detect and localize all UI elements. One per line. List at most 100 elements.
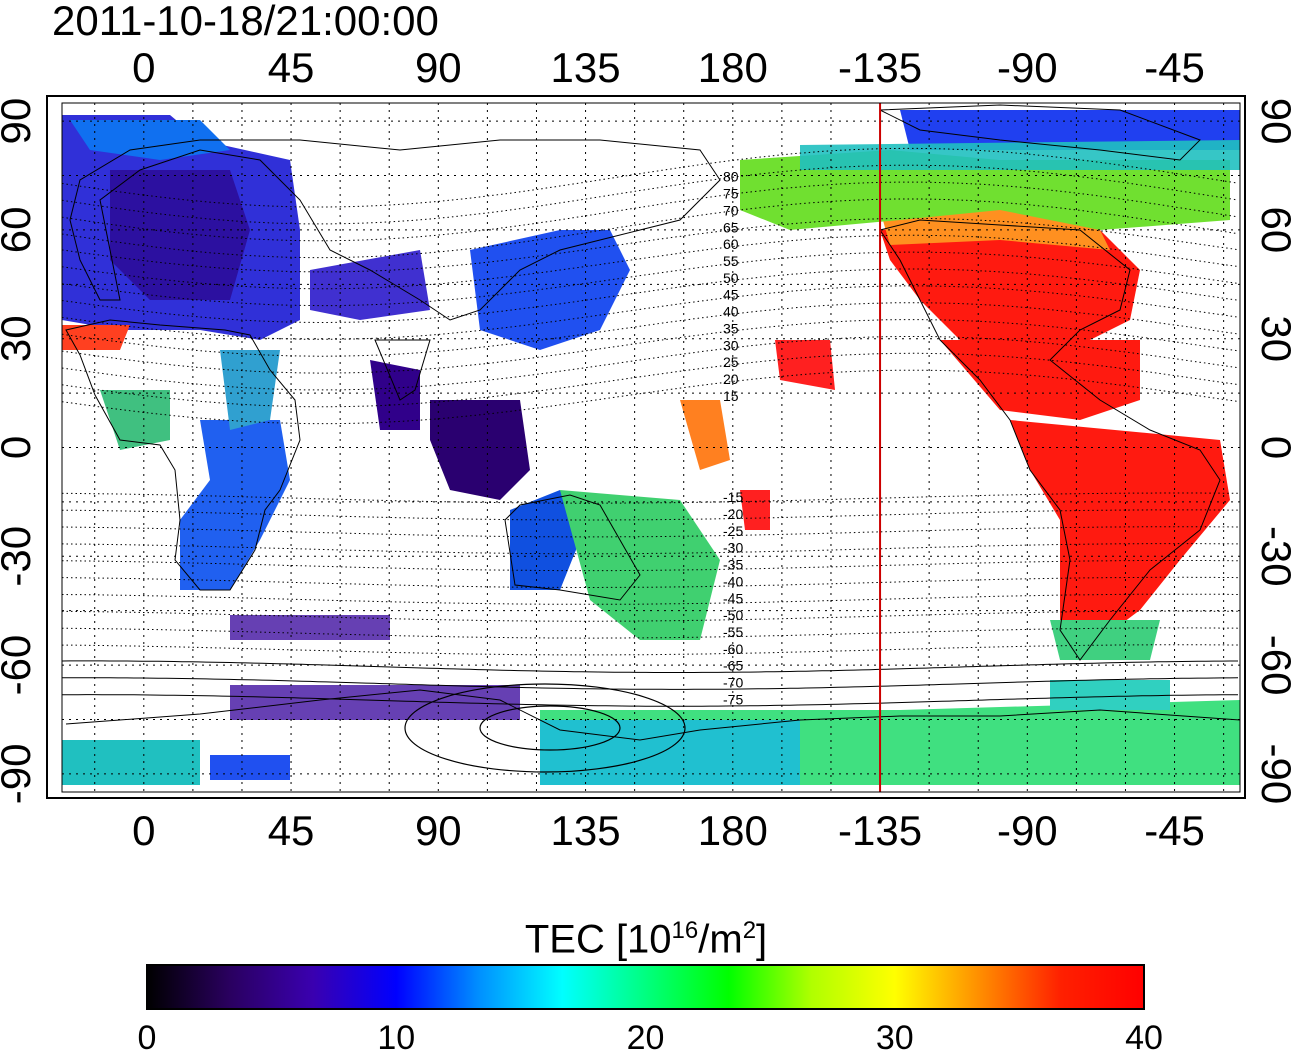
contour-label: 75 <box>723 186 739 202</box>
africa-teal-region <box>220 350 280 430</box>
contour-line <box>62 352 1239 408</box>
antarctica-blue-strip <box>210 755 290 780</box>
y-tick-label-left: 90 <box>0 98 39 145</box>
colorbar-tick-label: 0 <box>138 1019 157 1057</box>
colorbar-tick-labels: 0 10 20 30 40 <box>138 1019 1163 1057</box>
contour-line <box>62 319 1239 374</box>
contour-line <box>62 302 1239 357</box>
contour-line <box>62 694 1238 707</box>
x-tick-label-top: 135 <box>551 44 621 91</box>
contour-label: 65 <box>723 219 739 235</box>
contour-line <box>62 217 1239 273</box>
contour-label: 45 <box>723 287 739 303</box>
y-tick-label-right: -30 <box>1253 526 1292 587</box>
contour-label: 80 <box>723 169 739 185</box>
y-axis-right-labels: 90 60 30 0 -30 -60 -90 <box>1253 98 1292 804</box>
africa-blue-region <box>180 420 290 590</box>
contour-label: 35 <box>723 320 739 336</box>
contour-line <box>62 285 1239 340</box>
pacific-red-patch <box>740 490 770 530</box>
colorbar-tick-label: 30 <box>876 1019 914 1057</box>
x-tick-label-bottom: 45 <box>268 807 315 854</box>
australia-green-region <box>560 490 720 640</box>
contour-label: 30 <box>723 337 739 353</box>
east-asia-blue-region <box>470 230 630 350</box>
arctic-teal-band <box>800 140 1240 170</box>
x-tick-label-top: -45 <box>1144 44 1205 91</box>
contour-line <box>62 369 1239 425</box>
y-tick-label-right: -90 <box>1253 744 1292 805</box>
x-tick-label-bottom: 90 <box>415 807 462 854</box>
contour-line <box>62 251 1239 307</box>
antarctica-teal-band <box>540 720 800 785</box>
y-tick-label-right: -60 <box>1253 635 1292 696</box>
x-tick-label-top: -135 <box>838 44 922 91</box>
arctic-blue-band <box>900 110 1240 150</box>
indonesia-dark-region <box>430 400 530 500</box>
hawaii-red-patch <box>775 340 835 390</box>
contour-label: -60 <box>723 641 743 657</box>
x-axis-top-labels: 0 45 90 135 180 -135 -90 -45 <box>132 44 1205 91</box>
contour-label: -75 <box>723 691 743 707</box>
x-tick-label-bottom: 180 <box>698 807 768 854</box>
contour-label: -15 <box>723 489 743 505</box>
x-axis-bottom-labels: 0 45 90 135 180 -135 -90 -45 <box>132 807 1205 854</box>
contour-label: 50 <box>723 270 739 286</box>
map-frame <box>46 95 1246 799</box>
y-tick-label-left: 0 <box>0 436 39 459</box>
contour-label: -65 <box>723 658 743 674</box>
colorbar-gradient <box>146 964 1145 1010</box>
southern-purple-band <box>230 615 390 640</box>
y-tick-label-left: 30 <box>0 315 39 362</box>
pacific-warm-patch <box>680 400 730 470</box>
central-america-red-region <box>940 340 1140 420</box>
y-tick-label-right: 60 <box>1253 207 1292 254</box>
colorbar-tick-label: 20 <box>627 1019 665 1057</box>
contour-label: 55 <box>723 253 739 269</box>
x-tick-label-top: 0 <box>132 44 155 91</box>
west-africa-green-region <box>100 390 170 450</box>
contour-label: -70 <box>723 675 743 691</box>
x-tick-label-bottom: 135 <box>551 807 621 854</box>
contour-label: -35 <box>723 557 743 573</box>
y-tick-label-right: 90 <box>1253 98 1292 145</box>
x-tick-label-bottom: -45 <box>1144 807 1205 854</box>
polar-contour-ring <box>479 705 621 751</box>
contour-line <box>62 268 1239 323</box>
tec-world-map: 8075706560555045403530252015-15-20-25-30… <box>0 44 1292 854</box>
y-tick-label-left: -60 <box>0 635 39 696</box>
contour-label: -25 <box>723 523 743 539</box>
australia-blue-region <box>510 490 580 590</box>
contour-line <box>62 677 1239 690</box>
asia-blue-region <box>310 250 430 320</box>
antarctica-west-teal-band <box>62 740 200 785</box>
x-tick-label-top: -90 <box>997 44 1058 91</box>
x-tick-label-bottom: -135 <box>838 807 922 854</box>
south-atlantic-teal-band <box>1050 680 1170 710</box>
contour-label: -45 <box>723 590 743 606</box>
contour-line <box>62 660 1238 673</box>
tec-coverage-layer <box>62 110 1240 785</box>
y-tick-label-right: 30 <box>1253 315 1292 362</box>
contour-label: 70 <box>723 202 739 218</box>
y-tick-label-left: -30 <box>0 526 39 587</box>
y-tick-label-right: 0 <box>1253 436 1292 459</box>
colorbar-tick-label: 40 <box>1125 1019 1163 1057</box>
timestamp-title: 2011-10-18/21:00:00 <box>52 0 439 44</box>
contour-label: -20 <box>723 506 743 522</box>
x-tick-label-bottom: 0 <box>132 807 155 854</box>
y-axis-left-labels: 90 60 30 0 -30 -60 -90 <box>0 98 39 804</box>
y-tick-label-left: 60 <box>0 207 39 254</box>
coastlines <box>65 104 1240 741</box>
polar-contour-ring <box>404 683 686 773</box>
contour-label: 20 <box>723 371 739 387</box>
india-purple-region <box>370 360 420 430</box>
north-europe-light-region <box>70 120 230 160</box>
magnetic-latitude-contours <box>62 147 1239 773</box>
colorbar: 0 10 20 30 40 <box>138 964 1163 1057</box>
colorbar-tick-label: 10 <box>377 1019 415 1057</box>
y-tick-label-left: -90 <box>0 744 39 805</box>
west-africa-warm-region <box>62 325 130 350</box>
